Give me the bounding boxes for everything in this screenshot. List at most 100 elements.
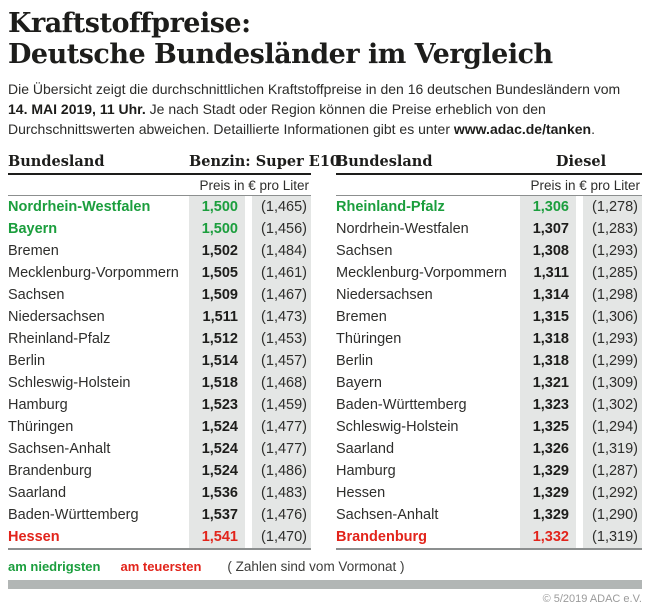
- column-gap: [576, 416, 583, 438]
- column-gap: [245, 482, 252, 504]
- table-row: Berlin 1,318 (1,299): [336, 350, 642, 372]
- table-row: Niedersachsen 1,314 (1,298): [336, 284, 642, 306]
- current-price: 1,315: [520, 306, 576, 328]
- column-gap: [245, 416, 252, 438]
- previous-month-price: (1,285): [583, 262, 642, 284]
- legend-lowest-label: am niedrigsten: [8, 559, 101, 574]
- state-name: Sachsen-Anhalt: [336, 507, 439, 523]
- table-row: Hessen 1,541 (1,470): [8, 526, 311, 548]
- previous-month-price: (1,306): [583, 306, 642, 328]
- benzin-table: Bundesland Benzin: Super E10 Preis in € …: [8, 151, 340, 550]
- current-price: 1,311: [520, 262, 576, 284]
- diesel-table: Bundesland Diesel Preis in € pro Liter R…: [336, 151, 642, 550]
- intro-text-3: .: [591, 121, 595, 137]
- current-price: 1,537: [189, 504, 245, 526]
- current-price: 1,325: [520, 416, 576, 438]
- state-name: Bremen: [8, 243, 59, 259]
- state-name: Bayern: [8, 221, 58, 237]
- previous-month-price: (1,477): [252, 438, 311, 460]
- previous-month-price: (1,457): [252, 350, 311, 372]
- column-gap: [245, 240, 252, 262]
- benzin-table-body: Nordrhein-Westfalen 1,500 (1,465) Bayern 1,5…: [8, 196, 311, 550]
- table-row: Baden-Württemberg 1,323 (1,302): [336, 394, 642, 416]
- current-price: 1,318: [520, 328, 576, 350]
- copyright-text: © 5/2019 ADAC e.V.: [542, 593, 642, 602]
- previous-month-price: (1,293): [583, 328, 642, 350]
- state-name: Saarland: [336, 441, 395, 457]
- state-name: Hessen: [8, 529, 60, 545]
- current-price: 1,326: [520, 438, 576, 460]
- previous-month-price: (1,319): [583, 438, 642, 460]
- table-row: Hessen 1,329 (1,292): [336, 482, 642, 504]
- intro-text: Die Übersicht zeigt die durchschnittlich…: [8, 81, 621, 97]
- state-name: Baden-Württemberg: [336, 397, 467, 413]
- state-name: Hamburg: [336, 463, 396, 479]
- column-gap: [245, 394, 252, 416]
- title-line-1: Kraftstoffpreise:: [8, 8, 251, 39]
- current-price: 1,524: [189, 460, 245, 482]
- table-row: Thüringen 1,318 (1,293): [336, 328, 642, 350]
- column-gap: [245, 460, 252, 482]
- column-gap: [245, 218, 252, 240]
- state-name: Schleswig-Holstein: [336, 419, 459, 435]
- table-row: Saarland 1,536 (1,483): [8, 482, 311, 504]
- legend: am niedrigsten am teuersten ( Zahlen sin…: [8, 559, 642, 574]
- previous-month-price: (1,461): [252, 262, 311, 284]
- column-gap: [576, 438, 583, 460]
- column-gap: [576, 218, 583, 240]
- previous-month-price: (1,484): [252, 240, 311, 262]
- previous-month-price: (1,292): [583, 482, 642, 504]
- table-row: Sachsen-Anhalt 1,524 (1,477): [8, 438, 311, 460]
- current-price: 1,511: [189, 306, 245, 328]
- column-gap: [245, 526, 252, 548]
- table-row: Bremen 1,315 (1,306): [336, 306, 642, 328]
- state-name: Thüringen: [336, 331, 402, 347]
- state-name: Nordrhein-Westfalen: [336, 221, 469, 237]
- previous-month-price: (1,287): [583, 460, 642, 482]
- table-row: Nordrhein-Westfalen 1,500 (1,465): [8, 196, 311, 218]
- unit-label: Preis in € pro Liter: [530, 177, 640, 193]
- diesel-table-body: Rheinland-Pfalz 1,306 (1,278) Nordrhein-Wes…: [336, 196, 642, 550]
- current-price: 1,307: [520, 218, 576, 240]
- previous-month-price: (1,290): [583, 504, 642, 526]
- previous-month-price: (1,477): [252, 416, 311, 438]
- table-row: Bremen 1,502 (1,484): [8, 240, 311, 262]
- current-price: 1,329: [520, 482, 576, 504]
- table-row: Sachsen-Anhalt 1,329 (1,290): [336, 504, 642, 526]
- state-name: Niedersachsen: [336, 287, 433, 303]
- table-row: Rheinland-Pfalz 1,512 (1,453): [8, 328, 311, 350]
- intro-paragraph: Die Übersicht zeigt die durchschnittlich…: [8, 79, 642, 139]
- bottom-divider-bar: [8, 580, 642, 589]
- column-header-bundesland: Bundesland: [336, 153, 433, 170]
- previous-month-price: (1,486): [252, 460, 311, 482]
- previous-month-price: (1,299): [583, 350, 642, 372]
- column-gap: [245, 350, 252, 372]
- previous-month-price: (1,283): [583, 218, 642, 240]
- table-row: Brandenburg 1,524 (1,486): [8, 460, 311, 482]
- current-price: 1,541: [189, 526, 245, 548]
- current-price: 1,329: [520, 504, 576, 526]
- table-row: Mecklenburg-Vorpommern 1,311 (1,285): [336, 262, 642, 284]
- state-name: Thüringen: [8, 419, 74, 435]
- state-name: Brandenburg: [336, 529, 428, 545]
- current-price: 1,524: [189, 438, 245, 460]
- previous-month-price: (1,302): [583, 394, 642, 416]
- intro-text-2: Je nach Stadt oder Region können die Pre…: [8, 101, 546, 137]
- previous-month-price: (1,470): [252, 526, 311, 548]
- state-name: Sachsen-Anhalt: [8, 441, 111, 457]
- state-name: Schleswig-Holstein: [8, 375, 131, 391]
- state-name: Baden-Württemberg: [8, 507, 139, 523]
- intro-date: 14. MAI 2019, 11 Uhr.: [8, 101, 146, 117]
- table-row: Sachsen 1,509 (1,467): [8, 284, 311, 306]
- current-price: 1,518: [189, 372, 245, 394]
- title-line-2: Deutsche Bundesländer im Vergleich: [8, 39, 553, 70]
- table-row: Niedersachsen 1,511 (1,473): [8, 306, 311, 328]
- column-gap: [576, 328, 583, 350]
- current-price: 1,318: [520, 350, 576, 372]
- column-gap: [576, 372, 583, 394]
- table-row: Bayern 1,321 (1,309): [336, 372, 642, 394]
- column-header-diesel: Diesel: [555, 153, 607, 170]
- previous-month-price: (1,309): [583, 372, 642, 394]
- legend-note: ( Zahlen sind vom Vormonat ): [227, 559, 405, 574]
- table-row: Baden-Württemberg 1,537 (1,476): [8, 504, 311, 526]
